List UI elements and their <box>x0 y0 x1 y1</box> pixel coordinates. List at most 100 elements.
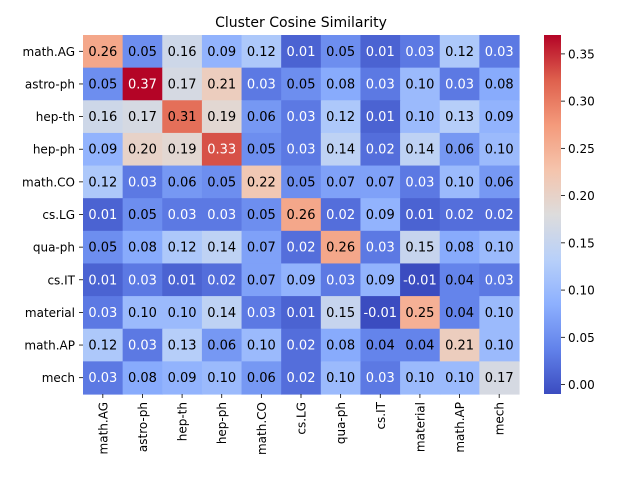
heatmap-cell <box>122 35 163 69</box>
heatmap-cell <box>162 198 203 232</box>
cell-value-label: 0.03 <box>485 45 514 60</box>
cell-value-label: 0.12 <box>88 339 117 354</box>
cell-value-label: 0.02 <box>485 208 514 223</box>
heatmap-cell <box>479 296 520 330</box>
y-tick-label: astro-ph <box>25 77 75 91</box>
cell-value-label: 0.14 <box>326 143 355 158</box>
heatmap-cell <box>400 263 441 297</box>
heatmap-cell <box>162 328 203 362</box>
cell-value-label: 0.09 <box>287 273 316 288</box>
heatmap-cell <box>439 361 480 395</box>
heatmap-cell <box>320 165 362 199</box>
cell-value-label: 0.10 <box>326 371 355 386</box>
heatmap-cell <box>400 132 441 167</box>
cell-value-label: 0.03 <box>168 208 197 223</box>
cell-value-label: 0.02 <box>207 273 236 288</box>
cell-value-label: 0.14 <box>405 143 434 158</box>
cell-value-label: 0.06 <box>247 110 276 125</box>
heatmap-cell <box>201 198 243 232</box>
heatmap-cell <box>201 165 243 199</box>
cell-value-label: 0.14 <box>207 306 236 321</box>
cell-value-label: 0.01 <box>287 306 316 321</box>
cell-value-label: 0.09 <box>485 110 514 125</box>
cell-value-label: 0.06 <box>247 371 276 386</box>
heatmap-cell <box>83 361 124 395</box>
cell-value-label: 0.22 <box>247 175 276 190</box>
heatmap-cell <box>360 230 401 265</box>
heatmap-cell <box>201 67 243 101</box>
cell-value-label: 0.05 <box>287 77 316 92</box>
cell-value-label: 0.25 <box>405 306 434 321</box>
heatmap-cell <box>241 328 282 362</box>
cell-value-label: 0.01 <box>88 208 117 223</box>
heatmap-cell <box>320 35 362 69</box>
heatmap-cell <box>360 165 401 199</box>
cell-value-label: -0.01 <box>403 273 437 288</box>
colorbar-tick-label: 0.20 <box>568 189 595 203</box>
cell-value-label: 0.03 <box>287 143 316 158</box>
cell-value-label: 0.07 <box>247 273 276 288</box>
cell-value-label: 0.08 <box>326 77 355 92</box>
heatmap-cell <box>241 230 282 265</box>
y-tick-label: cs.LG <box>42 208 75 222</box>
cell-value-label: 0.08 <box>326 339 355 354</box>
cell-value-label: 0.10 <box>405 77 434 92</box>
cell-value-label: 0.16 <box>88 110 117 125</box>
heatmap-cell <box>479 67 520 101</box>
cell-value-label: 0.03 <box>445 77 474 92</box>
cell-value-label: 0.13 <box>445 110 474 125</box>
cell-value-label: 0.01 <box>168 273 197 288</box>
cell-value-label: 0.09 <box>88 143 117 158</box>
cell-value-label: 0.06 <box>168 175 197 190</box>
cell-value-label: 0.13 <box>168 339 197 354</box>
cell-value-label: 0.09 <box>207 45 236 60</box>
heatmap-cell <box>83 230 124 265</box>
heatmap-cell <box>241 67 282 101</box>
cell-value-label: 0.09 <box>366 273 395 288</box>
heatmap-cell <box>201 296 243 330</box>
cell-value-label: 0.04 <box>445 273 474 288</box>
heatmap-cell <box>320 100 362 134</box>
heatmap-cell <box>281 67 322 101</box>
cell-value-label: 0.05 <box>247 208 276 223</box>
x-tick-label: hep-ph <box>215 402 229 444</box>
heatmap-cell <box>360 100 401 134</box>
heatmap-cell <box>162 361 203 395</box>
cell-value-label: 0.03 <box>366 77 395 92</box>
x-tick-label: material <box>413 402 427 452</box>
heatmap-cell <box>162 165 203 199</box>
heatmap-cell <box>83 328 124 362</box>
cell-value-label: 0.10 <box>485 143 514 158</box>
heatmap-cell <box>281 165 322 199</box>
heatmap-cell <box>201 328 243 362</box>
cell-value-label: 0.05 <box>207 175 236 190</box>
heatmap-cell <box>439 132 480 167</box>
colorbar: 0.00 0.05 0.10 0.15 0.20 0.25 0.30 0.35 <box>544 35 595 394</box>
heatmap-cell <box>320 67 362 101</box>
heatmap-cell <box>201 100 243 134</box>
cell-value-label: 0.06 <box>207 339 236 354</box>
cell-value-label: 0.07 <box>247 241 276 256</box>
cell-value-label: 0.06 <box>445 143 474 158</box>
cell-value-label: 0.03 <box>247 306 276 321</box>
cell-value-label: 0.10 <box>485 241 514 256</box>
cell-value-label: 0.07 <box>366 175 395 190</box>
cell-value-label: 0.08 <box>445 241 474 256</box>
heatmap-cell <box>439 296 480 330</box>
heatmap-cell <box>439 100 480 134</box>
y-tick-label: hep-th <box>36 110 75 124</box>
heatmap-cell <box>320 263 362 297</box>
cell-value-label: 0.26 <box>88 45 117 60</box>
heatmap-cell <box>479 230 520 265</box>
heatmap-cell <box>281 361 322 395</box>
cell-value-label: 0.10 <box>485 306 514 321</box>
heatmap-cell <box>122 198 163 232</box>
cell-value-label: 0.05 <box>88 77 117 92</box>
y-tick-label: math.AP <box>24 339 75 353</box>
heatmap-cell <box>122 100 163 134</box>
heatmap-cell <box>360 35 401 69</box>
cell-value-label: 0.20 <box>128 143 157 158</box>
heatmap-cell <box>201 361 243 395</box>
cell-value-label: 0.02 <box>326 208 355 223</box>
